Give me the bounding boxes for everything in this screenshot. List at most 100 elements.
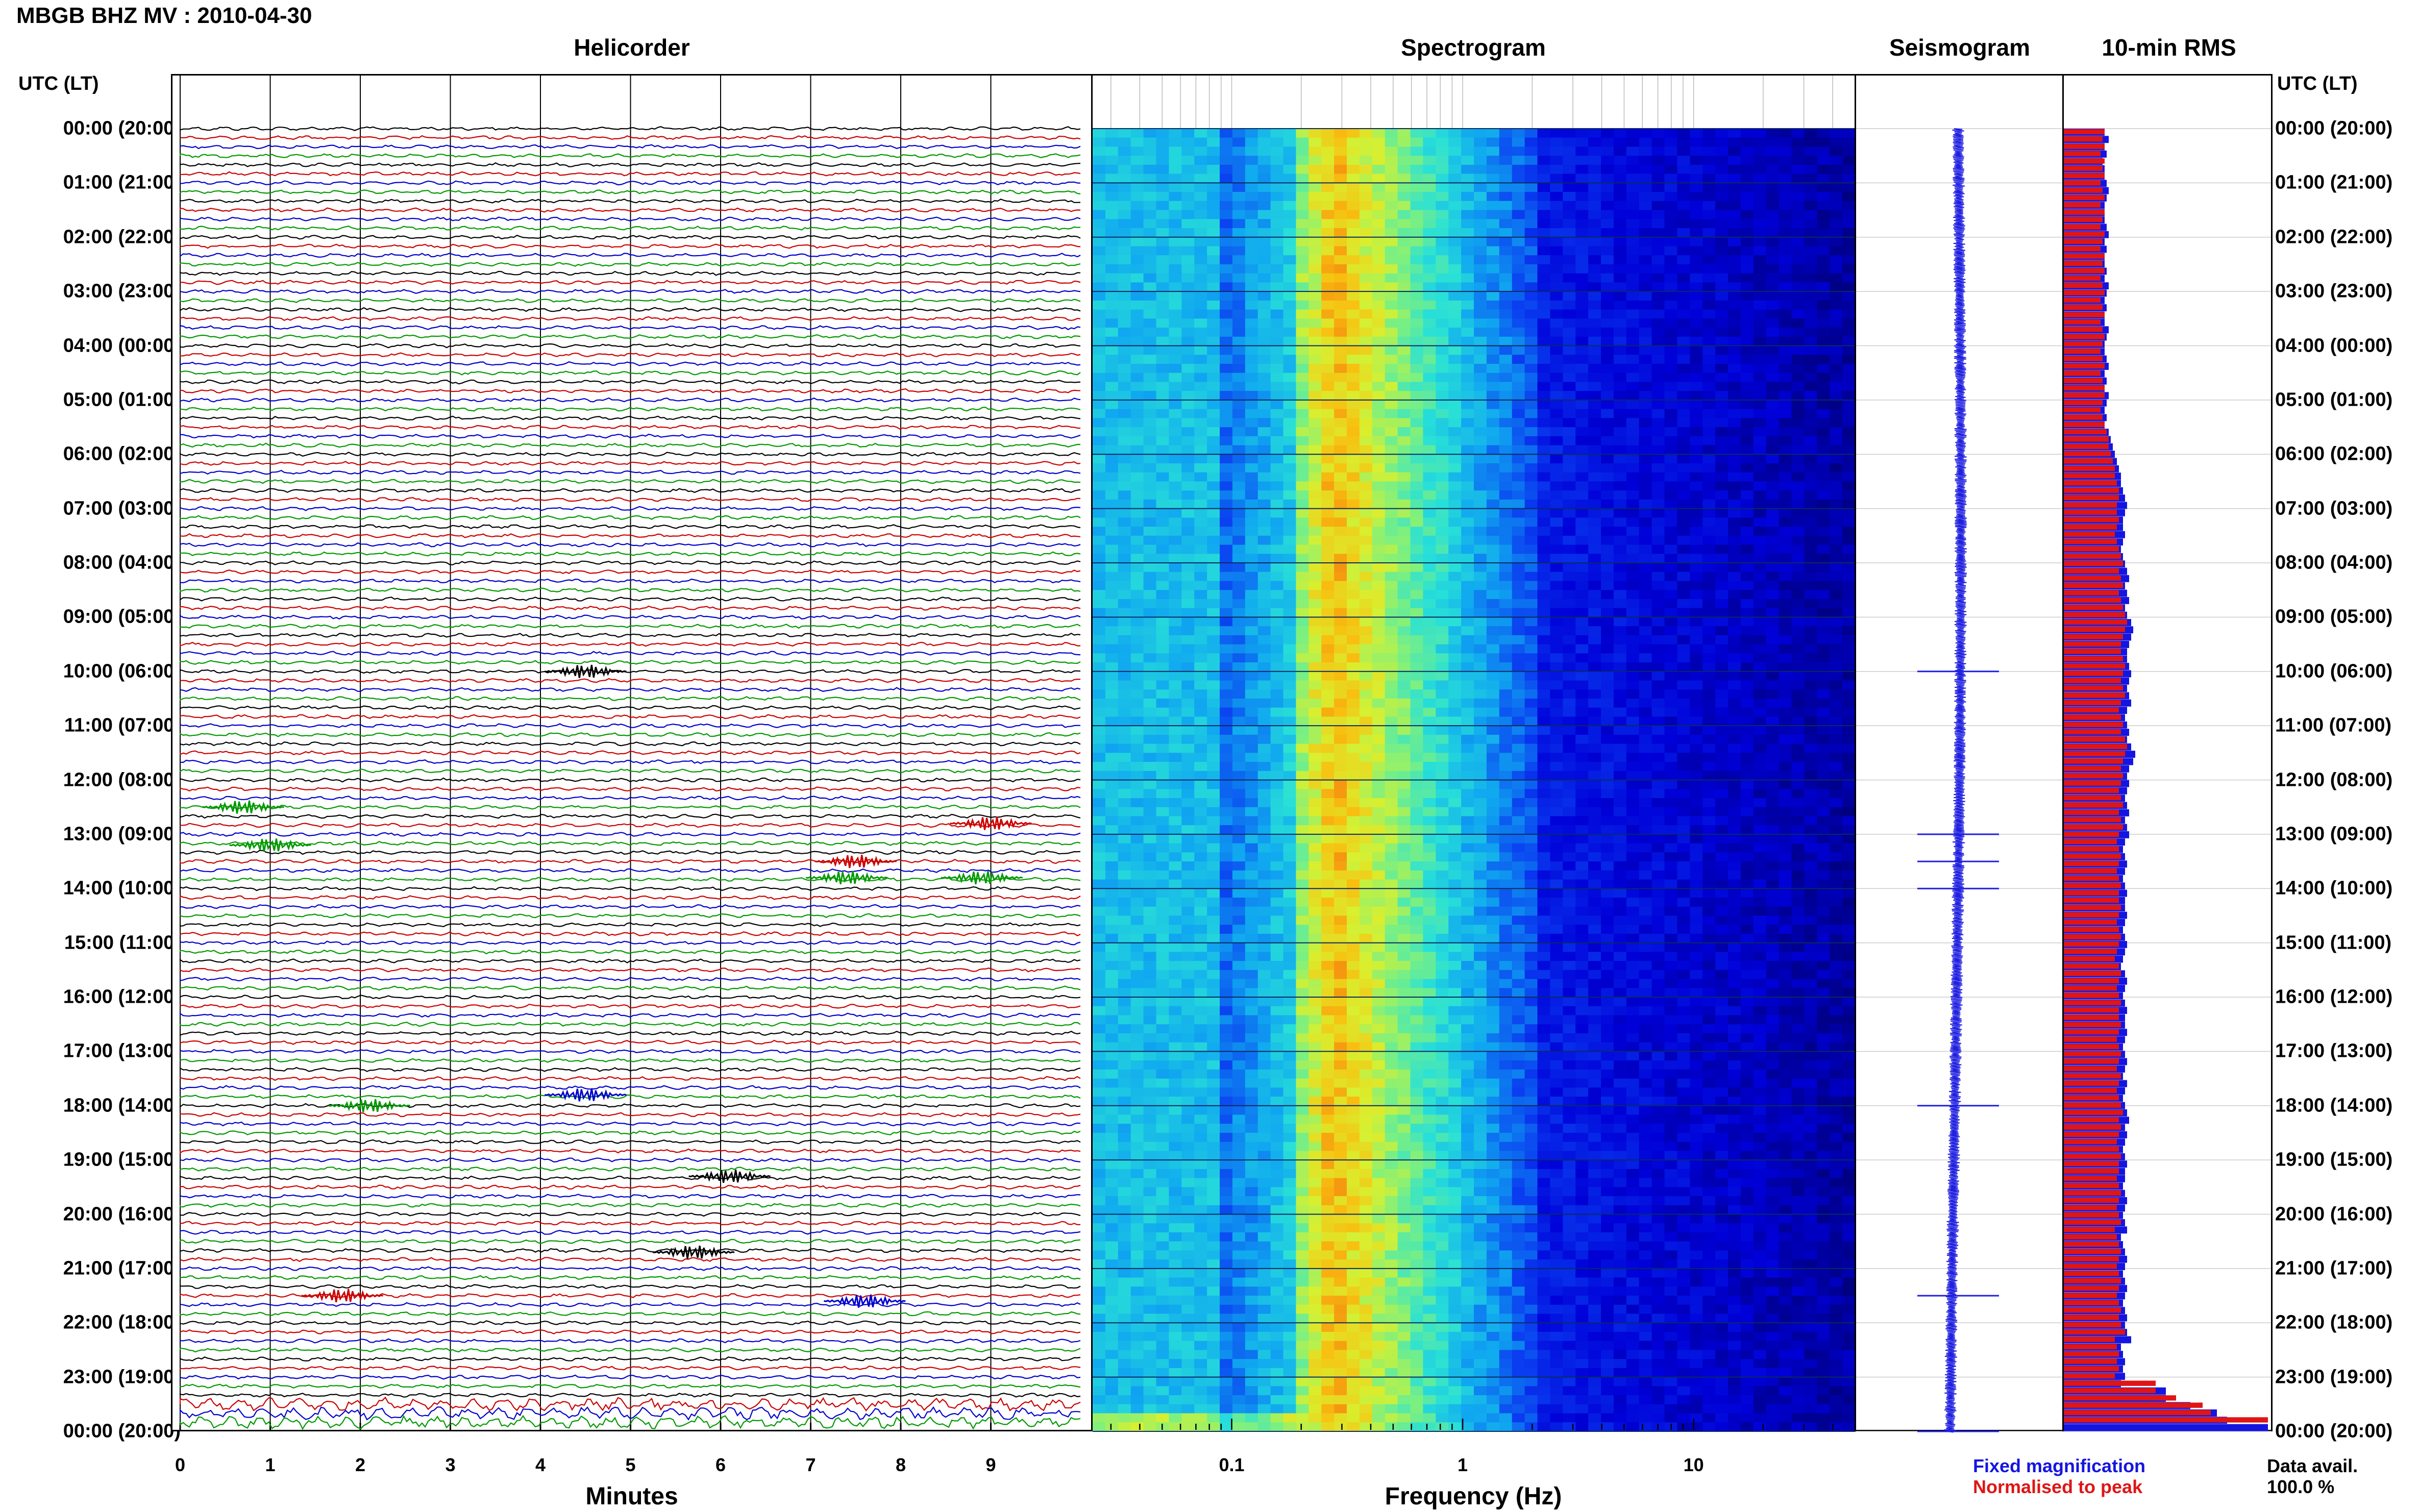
spectrogram-cell xyxy=(1524,201,1538,211)
spectrogram-cell xyxy=(1639,789,1652,799)
spectrogram-cell xyxy=(1626,517,1640,527)
spectrogram-cell xyxy=(1715,336,1729,346)
spectrogram-cell xyxy=(1766,345,1780,355)
spectrogram-cell xyxy=(1804,345,1817,355)
spectrogram-cell xyxy=(1257,400,1271,410)
spectrogram-cell xyxy=(1601,789,1614,799)
spectrogram-cell xyxy=(1550,789,1563,799)
spectrogram-cell xyxy=(1093,183,1106,192)
spectrogram-cell xyxy=(1181,563,1195,573)
spectrogram-cell xyxy=(1626,173,1640,183)
spectrogram-cell xyxy=(1436,273,1449,283)
spectrogram-cell xyxy=(1245,300,1258,310)
spectrogram-cell xyxy=(1169,716,1182,726)
time-tick-label-right: 12:00 (08:00) xyxy=(2275,769,2393,790)
spectrogram-cell xyxy=(1448,490,1462,500)
spectrogram-cell xyxy=(1436,382,1449,391)
spectrogram-cell xyxy=(1283,463,1296,473)
spectrogram-cell xyxy=(1448,680,1462,690)
spectrogram-cell xyxy=(1613,527,1627,536)
spectrogram-cell xyxy=(1537,517,1550,527)
helicorder-trace xyxy=(179,533,1081,538)
spectrogram-cell xyxy=(1385,707,1398,717)
spectrogram-cell xyxy=(1270,789,1284,799)
spectrogram-cell xyxy=(1728,499,1741,509)
spectrogram-cell xyxy=(1245,328,1258,337)
spectrogram-cell xyxy=(1207,743,1220,753)
spectrogram-cell xyxy=(1740,400,1754,410)
spectrogram-cell xyxy=(1728,508,1741,518)
spectrogram-cell xyxy=(1499,617,1513,627)
spectrogram-cell xyxy=(1296,129,1309,138)
spectrogram-cell xyxy=(1397,427,1411,437)
spectrogram-cell xyxy=(1537,825,1550,835)
spectrogram-cell xyxy=(1220,291,1233,301)
spectrogram-cell xyxy=(1563,581,1576,590)
spectrogram-cell xyxy=(1283,192,1296,202)
spectrogram-cell xyxy=(1677,264,1690,274)
spectrogram-cell xyxy=(1181,671,1195,681)
spectrogram-cell xyxy=(1194,219,1207,229)
spectrogram-cell xyxy=(1347,753,1360,762)
spectrogram-cell xyxy=(1118,309,1131,319)
spectrogram-cell xyxy=(1740,798,1754,808)
spectrogram-cell xyxy=(1842,291,1856,301)
spectrogram-cell xyxy=(1130,129,1144,138)
spectrogram-cell xyxy=(1690,581,1703,590)
spectrogram-cell xyxy=(1372,454,1386,464)
spectrogram-cell xyxy=(1664,762,1677,772)
spectrogram-cell xyxy=(1779,427,1792,437)
spectrogram-cell xyxy=(1842,707,1856,717)
spectrogram-cell xyxy=(1194,617,1207,627)
spectrogram-cell xyxy=(1537,780,1550,789)
spectrogram-cell xyxy=(1499,825,1513,835)
spectrogram-cell xyxy=(1283,201,1296,211)
spectrogram-cell xyxy=(1194,291,1207,301)
spectrogram-cell xyxy=(1588,382,1601,391)
spectrogram-cell xyxy=(1550,219,1563,229)
spectrogram-cell xyxy=(1791,436,1805,446)
spectrogram-cell xyxy=(1143,146,1157,156)
spectrogram-cell xyxy=(1232,608,1246,617)
spectrogram-cell xyxy=(1347,472,1360,482)
spectrogram-cell xyxy=(1639,237,1652,247)
spectrogram-cell xyxy=(1194,662,1207,672)
spectrogram-cell xyxy=(1220,707,1233,717)
spectrogram-cell xyxy=(1626,544,1640,554)
spectrogram-cell xyxy=(1169,753,1182,762)
spectrogram-cell xyxy=(1779,626,1792,636)
spectrogram-cell xyxy=(1690,499,1703,509)
spectrogram-cell xyxy=(1359,762,1373,772)
spectrogram-cell xyxy=(1588,517,1601,527)
spectrogram-cell xyxy=(1728,201,1741,211)
spectrogram-cell xyxy=(1702,345,1716,355)
spectrogram-cell xyxy=(1664,436,1677,446)
spectrogram-cell xyxy=(1486,146,1500,156)
spectrogram-cell xyxy=(1194,156,1207,165)
spectrogram-cell xyxy=(1639,780,1652,789)
spectrogram-cell xyxy=(1347,173,1360,183)
spectrogram-cell xyxy=(1740,255,1754,265)
spectrogram-cell xyxy=(1105,544,1119,554)
spectrogram-cell xyxy=(1385,391,1398,401)
spectrogram-cell xyxy=(1270,617,1284,627)
spectrogram-cell xyxy=(1423,544,1436,554)
spectrogram-cell xyxy=(1499,590,1513,600)
spectrogram-cell xyxy=(1347,572,1360,581)
spectrogram-cell xyxy=(1804,300,1817,310)
spectrogram-cell xyxy=(1385,400,1398,410)
spectrogram-cell xyxy=(1257,734,1271,745)
spectrogram-cell xyxy=(1156,508,1169,518)
spectrogram-cell xyxy=(1664,635,1677,645)
spectrogram-cell xyxy=(1740,734,1754,745)
spectrogram-cell xyxy=(1410,780,1423,789)
spectrogram-cell xyxy=(1397,780,1411,789)
spectrogram-cell xyxy=(1194,499,1207,509)
spectrogram-cell xyxy=(1169,129,1182,138)
spectrogram-cell xyxy=(1486,282,1500,292)
spectrogram-cell xyxy=(1804,228,1817,238)
spectrogram-cell xyxy=(1347,391,1360,401)
spectrogram-cell xyxy=(1220,617,1233,627)
spectrogram-cell xyxy=(1512,716,1525,726)
spectrogram-cell xyxy=(1613,544,1627,554)
